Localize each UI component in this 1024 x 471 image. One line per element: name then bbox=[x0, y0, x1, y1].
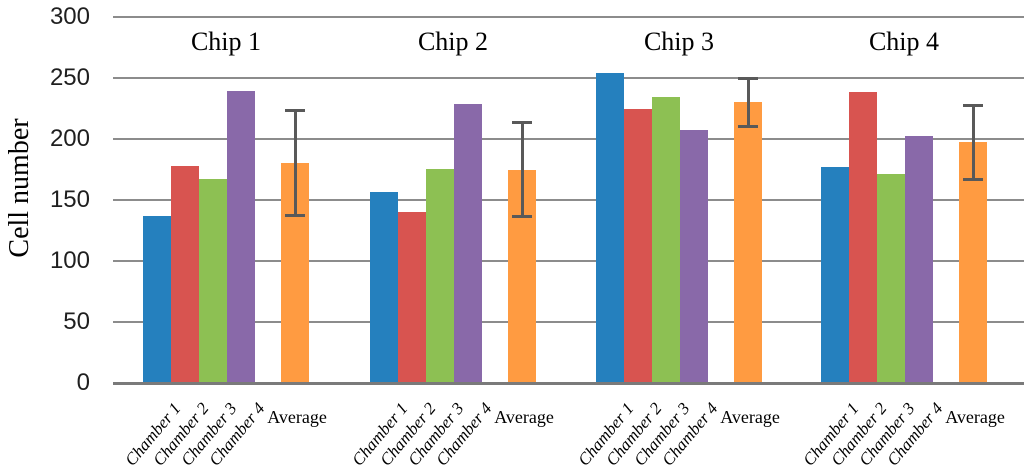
error-bar-stem bbox=[971, 105, 975, 180]
bar-chip-3-chamber-1 bbox=[596, 72, 624, 383]
chip-title-chip-4: Chip 4 bbox=[868, 27, 940, 56]
gridline bbox=[113, 259, 1024, 262]
y-tick-label: 50 bbox=[63, 307, 90, 335]
bar-chip-4-chamber-4 bbox=[905, 136, 933, 383]
error-bar-cap-bottom bbox=[738, 124, 758, 128]
gridline bbox=[113, 15, 1024, 18]
bar-chip-1-chamber-1 bbox=[143, 215, 171, 383]
bar-chip-4-chamber-3 bbox=[877, 174, 905, 383]
bar-chip-1-chamber-2 bbox=[171, 165, 199, 383]
error-bar-cap-bottom bbox=[512, 214, 532, 218]
bar-chip-2-chamber-2 bbox=[398, 211, 426, 383]
y-tick-label: 250 bbox=[49, 63, 90, 91]
y-tick-label: 100 bbox=[49, 246, 90, 274]
chip-title-chip-1: Chip 1 bbox=[190, 27, 262, 56]
y-tick-label: 200 bbox=[49, 124, 90, 152]
gridline bbox=[113, 198, 1024, 201]
gridline bbox=[113, 320, 1024, 323]
x-tick-label-average: Average bbox=[267, 407, 327, 427]
error-bar-cap-top bbox=[285, 108, 305, 112]
bar-chip-3-chamber-4 bbox=[680, 130, 708, 383]
gridline bbox=[113, 76, 1024, 79]
bar-chip-2-chamber-4 bbox=[454, 104, 482, 383]
bar-chip-1-chamber-4 bbox=[227, 91, 255, 383]
x-tick-label-average: Average bbox=[945, 407, 1005, 427]
bar-chip-2-chamber-3 bbox=[426, 169, 454, 383]
bar-chip-2-chamber-1 bbox=[370, 192, 398, 383]
x-tick-label-average: Average bbox=[494, 407, 554, 427]
bar-chip-4-chamber-2 bbox=[849, 92, 877, 383]
error-bar-cap-top bbox=[738, 76, 758, 80]
y-tick-label: 300 bbox=[49, 2, 90, 30]
chip-title-chip-2: Chip 2 bbox=[417, 27, 489, 56]
gridline bbox=[113, 137, 1024, 140]
error-bar-cap-top bbox=[963, 103, 983, 107]
bar-chip-1-chamber-3 bbox=[199, 178, 227, 383]
x-axis-line bbox=[113, 381, 1024, 385]
bar-chip-3-chamber-2 bbox=[624, 109, 652, 383]
chip-title-chip-3: Chip 3 bbox=[643, 27, 715, 56]
y-tick-label: 150 bbox=[49, 185, 90, 213]
x-tick-label-average: Average bbox=[720, 407, 780, 427]
y-tick-label: 0 bbox=[76, 369, 90, 396]
error-bar-stem bbox=[520, 122, 524, 217]
bar-chip-4-chamber-1 bbox=[821, 166, 849, 383]
error-bar-stem bbox=[746, 78, 750, 127]
bar-chip-3-average bbox=[734, 102, 762, 383]
error-bar-stem bbox=[293, 110, 297, 216]
bar-chip-3-chamber-3 bbox=[652, 97, 680, 383]
error-bar-cap-bottom bbox=[285, 213, 305, 217]
error-bar-cap-top bbox=[512, 121, 532, 125]
bar-chip-4-average bbox=[959, 142, 987, 383]
error-bar-cap-bottom bbox=[963, 178, 983, 182]
